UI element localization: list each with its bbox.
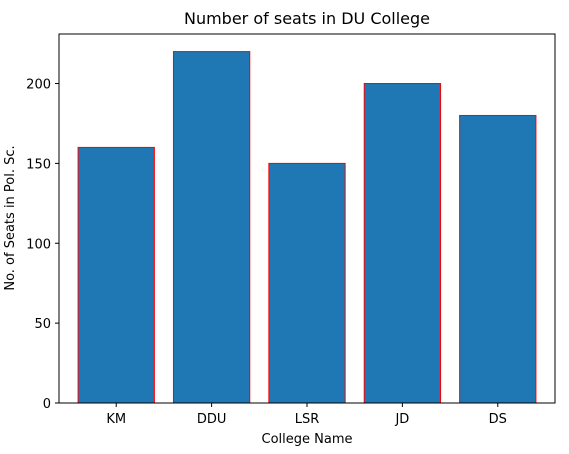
bar-ds bbox=[459, 114, 537, 404]
bar-ddu bbox=[172, 51, 251, 404]
bar-lsr bbox=[268, 162, 346, 404]
x-axis: KM DDU LSR JD DS bbox=[106, 403, 507, 427]
y-tick-label: 200 bbox=[26, 78, 51, 93]
bars-group bbox=[77, 51, 537, 404]
chart-title: Number of seats in DU College bbox=[184, 9, 430, 28]
y-tick-label: 50 bbox=[34, 317, 51, 332]
x-axis-label: College Name bbox=[262, 432, 353, 447]
y-tick-label: 0 bbox=[43, 397, 51, 412]
y-tick-label: 100 bbox=[26, 237, 51, 252]
bar-jd bbox=[363, 83, 442, 404]
y-axis-label: No. of Seats in Pol. Sc. bbox=[3, 145, 18, 290]
x-tick-label: DDU bbox=[197, 412, 227, 427]
y-tick-label: 150 bbox=[26, 157, 51, 172]
x-tick-label: JD bbox=[394, 412, 409, 427]
bar-km bbox=[77, 146, 155, 404]
x-tick-label: KM bbox=[106, 412, 126, 427]
x-tick-label: DS bbox=[489, 412, 507, 427]
x-tick-label: LSR bbox=[295, 412, 320, 427]
y-axis: 0 50 100 150 200 bbox=[26, 78, 59, 412]
